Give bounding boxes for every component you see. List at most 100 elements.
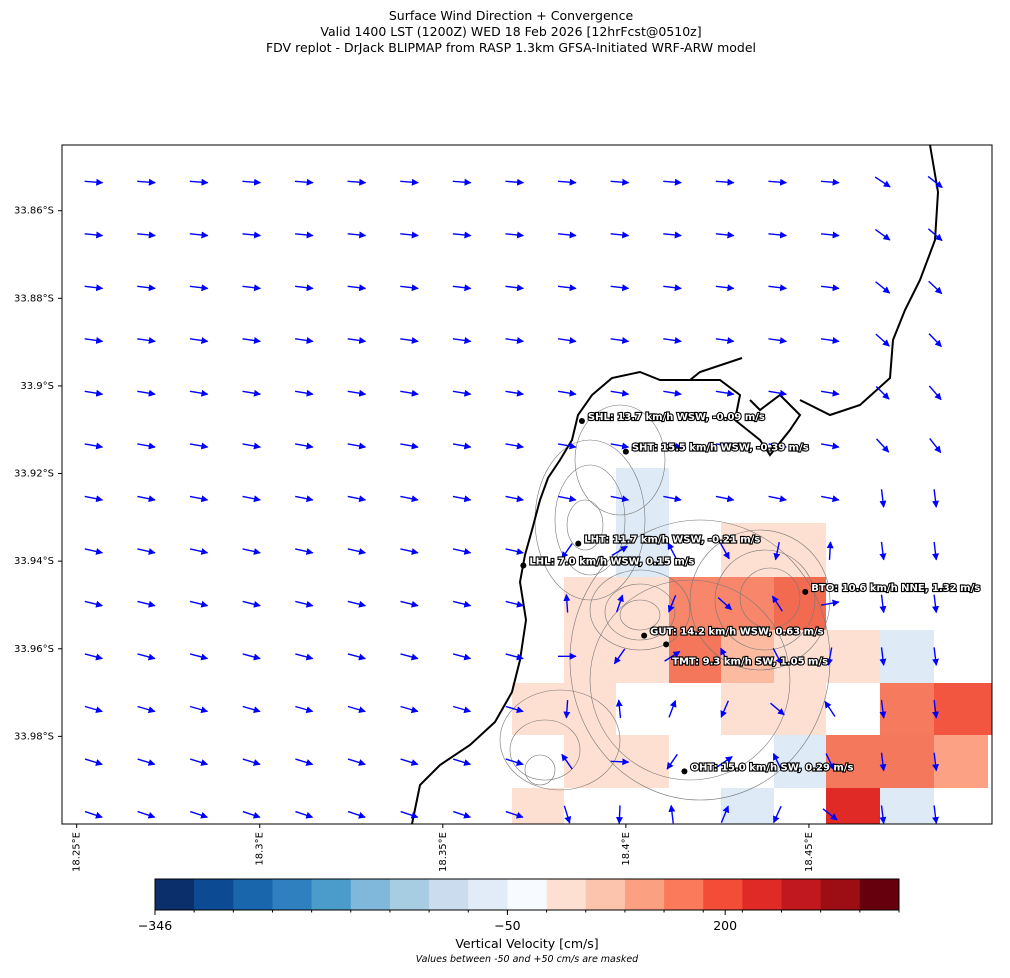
wind-arrow — [190, 759, 207, 764]
wind-arrow — [453, 549, 471, 553]
wind-arrow — [85, 391, 103, 394]
wind-arrow — [32, 812, 49, 818]
wind-arrow — [243, 444, 261, 447]
wind-arrow — [401, 654, 418, 659]
lat-tick-label: 33.88°S — [14, 293, 54, 304]
wind-arrow — [611, 761, 629, 762]
wind-arrow — [768, 286, 786, 288]
wind-arrow — [348, 339, 366, 342]
station-label: SHT: 15.5 km/h WSW, -0.39 m/s — [632, 443, 809, 454]
wind-arrow — [400, 286, 418, 288]
wind-arrow — [137, 549, 155, 553]
wind-arrow — [821, 181, 839, 182]
wind-arrow — [85, 181, 103, 182]
wind-arrow — [137, 339, 155, 342]
colorbar-bin — [782, 879, 821, 910]
lat-tick-label: 33.94°S — [14, 556, 54, 567]
wind-arrow — [505, 286, 523, 288]
wind-arrow — [821, 391, 839, 394]
wind-arrow — [768, 181, 786, 182]
wind-arrow — [716, 339, 734, 342]
wind-arrow — [137, 286, 155, 288]
wind-arrow — [32, 496, 50, 500]
wind-arrow — [663, 181, 681, 182]
wind-arrow — [348, 601, 365, 605]
title-line: FDV replot - DrJack BLIPMAP from RASP 1.… — [266, 40, 756, 55]
wind-arrow — [85, 549, 103, 553]
wind-arrow — [400, 601, 417, 605]
wind-arrow — [934, 542, 936, 560]
wind-arrow — [32, 549, 50, 553]
wind-arrow — [243, 601, 260, 605]
wind-arrow — [348, 444, 366, 447]
wind-arrow — [190, 707, 207, 712]
wind-arrow — [400, 496, 418, 500]
wind-arrow — [453, 339, 471, 342]
colorbar-bin — [507, 879, 546, 910]
wind-arrow — [137, 601, 154, 605]
wind-arrow — [611, 234, 629, 236]
wind-arrow — [934, 595, 936, 613]
station-dot — [575, 541, 581, 547]
wind-arrow — [348, 234, 366, 236]
wind-arrow — [190, 444, 208, 447]
coastline — [412, 145, 938, 824]
wind-arrow — [348, 496, 366, 500]
wind-arrow — [453, 812, 470, 818]
wind-arrow — [348, 549, 366, 553]
wind-arrow — [243, 549, 261, 553]
station-label: BTO: 10.6 km/h NNE, 1.32 m/s — [811, 583, 980, 594]
wind-arrow — [930, 438, 941, 452]
station-dot — [802, 589, 808, 595]
wind-arrow — [671, 805, 673, 823]
wind-arrow — [663, 234, 681, 236]
wind-arrow — [453, 181, 471, 182]
wind-arrow — [295, 286, 313, 288]
station-label: LHL: 7.0 km/h WSW, 0.15 m/s — [529, 557, 694, 568]
wind-arrow — [669, 701, 675, 718]
title-line: Surface Wind Direction + Convergence — [389, 8, 634, 23]
wind-arrow — [295, 339, 313, 342]
lat-tick-label: 33.86°S — [14, 206, 54, 217]
wind-arrow — [882, 542, 884, 560]
wind-arrow — [876, 386, 889, 399]
wind-arrow — [401, 759, 418, 764]
wind-arrow — [506, 444, 524, 447]
wind-arrow — [453, 234, 471, 236]
wind-arrow — [190, 601, 207, 605]
wind-arrow — [85, 286, 103, 288]
wind-arrow — [348, 812, 365, 818]
wind-arrow — [400, 234, 418, 236]
wind-arrow — [829, 542, 830, 560]
wind-arrow — [825, 702, 835, 717]
station-label: TMT: 9.3 km/h SW, 1.05 m/s — [672, 656, 828, 667]
wind-arrow — [564, 806, 569, 823]
wind-arrow — [453, 759, 470, 764]
wind-arrow — [929, 281, 942, 293]
wind-arrow — [137, 391, 155, 394]
wind-arrow — [716, 496, 734, 500]
colorbar-bin — [625, 879, 664, 910]
wind-arrow — [295, 549, 313, 553]
wind-arrow — [716, 286, 734, 288]
wind-arrow — [453, 654, 470, 659]
wind-arrow — [882, 489, 884, 507]
wind-arrow — [400, 549, 418, 553]
wind-arrow — [32, 601, 49, 605]
wind-arrow — [85, 234, 103, 236]
wind-arrow — [506, 496, 524, 500]
lon-tick-label: 18.3°E — [255, 832, 266, 866]
wind-arrow — [32, 707, 49, 712]
lon-tick-label: 18.25°E — [72, 832, 83, 872]
wind-arrow — [821, 286, 839, 288]
wind-arrow — [663, 339, 681, 342]
colorbar-bin — [468, 879, 507, 910]
wind-arrow — [295, 707, 312, 712]
colorbar-bin — [155, 879, 194, 910]
wind-arrow — [243, 654, 260, 659]
wind-arrow — [295, 391, 313, 394]
wind-arrow — [882, 595, 884, 613]
wind-arrow — [400, 391, 418, 394]
